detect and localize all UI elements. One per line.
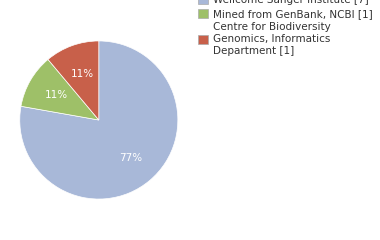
Text: 11%: 11% xyxy=(70,69,93,79)
Wedge shape xyxy=(48,41,99,120)
Wedge shape xyxy=(21,60,99,120)
Text: 11%: 11% xyxy=(45,90,68,101)
Text: 77%: 77% xyxy=(119,153,142,162)
Wedge shape xyxy=(20,41,178,199)
Legend: Wellcome Sanger Institute [7], Mined from GenBank, NCBI [1], Centre for Biodiver: Wellcome Sanger Institute [7], Mined fro… xyxy=(198,0,373,56)
